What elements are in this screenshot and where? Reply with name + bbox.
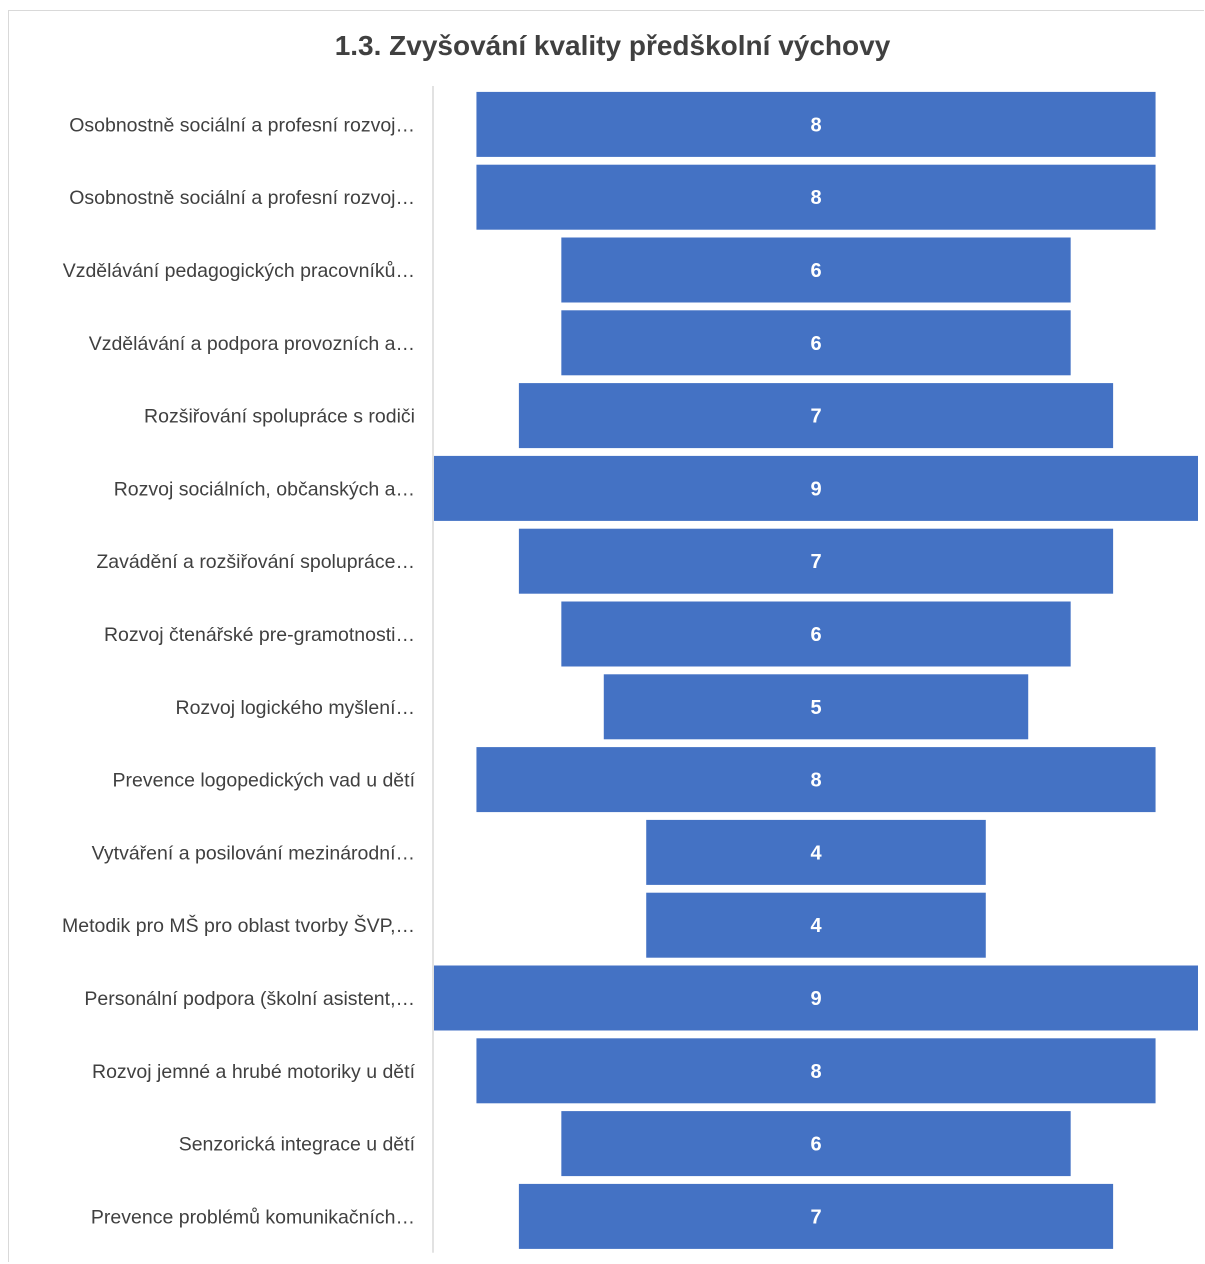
category-tick-label: Rozvoj sociálních, občanských a… xyxy=(114,478,415,500)
bar-value-label: 9 xyxy=(810,478,821,500)
bar-value-label: 8 xyxy=(810,770,821,792)
bar xyxy=(518,528,1114,594)
category-tick-label: Vzdělávání pedagogických pracovníků… xyxy=(63,260,415,282)
bar xyxy=(561,1111,1071,1177)
bar-value-label: 6 xyxy=(810,260,821,282)
bar-value-label: 7 xyxy=(810,406,821,428)
bar-value-label: 7 xyxy=(810,1206,821,1228)
bar xyxy=(646,892,986,958)
bar xyxy=(476,1038,1156,1104)
bar xyxy=(476,164,1156,230)
bar-value-label: 6 xyxy=(810,333,821,355)
category-tick-label: Vzdělávání a podpora provozních a… xyxy=(89,333,415,355)
bar-value-label: 7 xyxy=(810,551,821,573)
category-tick-label: Senzorická integrace u dětí xyxy=(179,1134,416,1156)
category-tick-label: Vytváření a posilování mezinárodní… xyxy=(92,842,415,864)
chart-title: 1.3. Zvyšování kvality předškolní výchov… xyxy=(334,30,891,61)
bar xyxy=(476,91,1156,157)
bar xyxy=(561,601,1071,667)
bar xyxy=(434,455,1198,521)
category-tick-label: Osobnostně sociální a profesní rozvoj… xyxy=(69,187,415,209)
bar-value-label: 4 xyxy=(810,842,822,864)
category-tick-label: Rozvoj logického myšlení… xyxy=(175,697,415,719)
category-tick-label: Osobnostně sociální a profesní rozvoj… xyxy=(69,114,415,136)
category-tick-label: Metodik pro MŠ pro oblast tvorby ŠVP,… xyxy=(62,914,415,937)
bar xyxy=(518,383,1114,449)
bar-value-label: 4 xyxy=(810,915,822,937)
bar xyxy=(561,310,1071,376)
category-tick-label: Rozšiřování spolupráce s rodiči xyxy=(144,406,415,428)
bar-value-label: 6 xyxy=(810,1134,821,1156)
bar xyxy=(518,1183,1114,1249)
bar-value-label: 9 xyxy=(810,988,821,1010)
bar xyxy=(561,237,1071,303)
category-tick-label: Personální podpora (školní asistent,… xyxy=(84,988,415,1010)
category-tick-label: Prevence logopedických vad u dětí xyxy=(113,770,416,792)
chart-frame xyxy=(8,10,1204,1262)
bar xyxy=(434,965,1198,1031)
bar-value-label: 5 xyxy=(810,697,821,719)
category-tick-label: Rozvoj čtenářské pre-gramotnosti… xyxy=(104,624,415,646)
bar xyxy=(603,674,1029,740)
category-tick-label: Rozvoj jemné a hrubé motoriky u dětí xyxy=(92,1061,416,1083)
bar-value-label: 6 xyxy=(810,624,821,646)
bar-value-label: 8 xyxy=(810,1061,821,1083)
bar xyxy=(476,747,1156,813)
bar-value-label: 8 xyxy=(810,187,821,209)
category-tick-label: Zavádění a rozšiřování spolupráce… xyxy=(96,551,415,573)
bar xyxy=(646,819,986,885)
bar-value-label: 8 xyxy=(810,114,821,136)
category-tick-label: Prevence problémů komunikačních… xyxy=(91,1206,415,1228)
